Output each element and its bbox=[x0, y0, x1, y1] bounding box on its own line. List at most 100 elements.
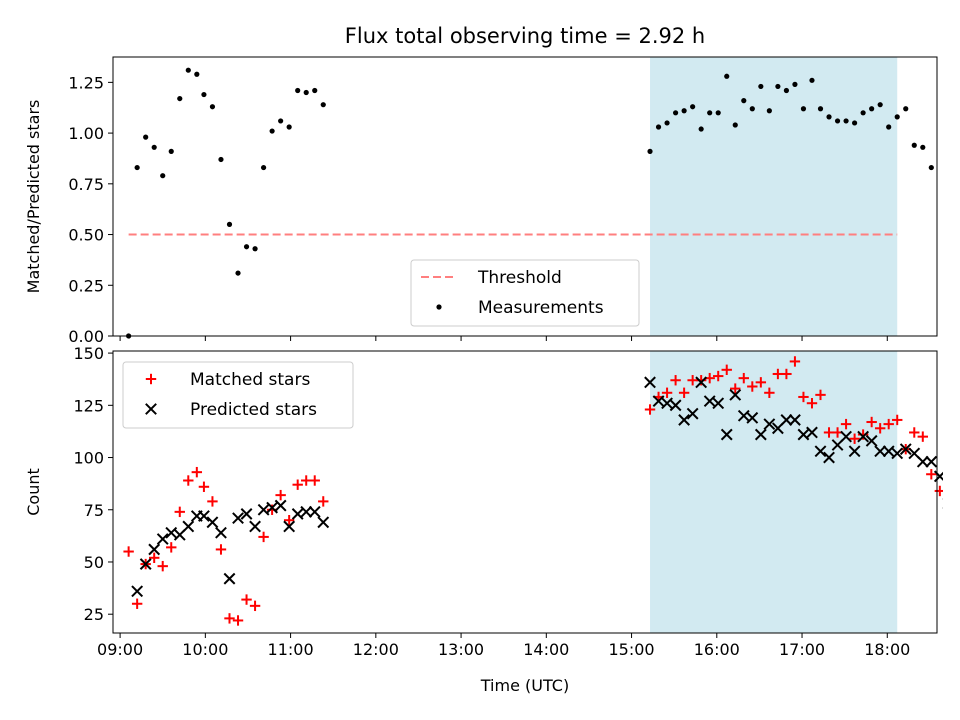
matched-star-point bbox=[747, 381, 758, 392]
measurement-point bbox=[852, 120, 858, 126]
legend-entry: Measurements bbox=[436, 298, 604, 318]
matched-star-point bbox=[292, 479, 303, 490]
measurement-point bbox=[886, 124, 892, 130]
predicted-star-point bbox=[814, 445, 827, 458]
measurement-point bbox=[732, 122, 738, 128]
axes-frame bbox=[112, 56, 938, 337]
matched-star-point bbox=[764, 387, 775, 398]
measurement-point bbox=[235, 270, 241, 276]
measurement-point bbox=[817, 106, 824, 112]
predicted-star-point bbox=[899, 443, 912, 456]
measurement-point bbox=[681, 108, 687, 114]
matched-star-point bbox=[309, 475, 320, 486]
figure-title: Flux total observing time = 2.92 h bbox=[345, 24, 705, 48]
measurement-point bbox=[834, 118, 841, 124]
matched-star-point bbox=[207, 496, 218, 507]
predicted-star-point bbox=[746, 411, 759, 424]
matched-star-point bbox=[249, 600, 261, 612]
matched-star-point bbox=[892, 414, 903, 426]
measurement-point bbox=[664, 120, 670, 126]
y-tick-label: 0.00 bbox=[68, 327, 104, 346]
predicted-star-point bbox=[215, 526, 227, 539]
measurement-point bbox=[894, 114, 900, 120]
matched-star-point bbox=[149, 552, 160, 563]
measurement-point bbox=[201, 91, 207, 98]
legend: Threshold Measurements bbox=[410, 259, 640, 327]
matched-star-point bbox=[909, 427, 920, 438]
measurement-point bbox=[860, 110, 866, 116]
measurement-point bbox=[698, 126, 704, 132]
predicted-star-point bbox=[695, 376, 708, 389]
predicted-star-point bbox=[131, 585, 144, 598]
predicted-star-point bbox=[182, 520, 195, 533]
matched-star-point bbox=[883, 418, 894, 430]
predicted-star-point bbox=[156, 533, 169, 545]
predicted-star-point bbox=[291, 508, 304, 520]
measurement-point bbox=[243, 244, 250, 250]
predicted-star-point bbox=[274, 499, 287, 512]
matched-star-point bbox=[781, 368, 792, 380]
predicted-star-point bbox=[669, 399, 682, 412]
measurement-point bbox=[185, 67, 191, 73]
matched-star-point bbox=[123, 546, 134, 557]
predicted-star-point bbox=[139, 558, 152, 570]
predicted-star-point bbox=[729, 388, 742, 401]
predicted-star-point bbox=[686, 407, 699, 420]
x-tick-label: 18:00 bbox=[864, 640, 910, 659]
measurement-point bbox=[672, 110, 679, 116]
matched-star-point bbox=[789, 356, 801, 367]
matched-star-point bbox=[191, 466, 203, 478]
y-tick-label: 0.25 bbox=[68, 276, 104, 295]
matched-star-point bbox=[874, 423, 886, 434]
matched-star-point bbox=[198, 481, 210, 492]
matched-star-point bbox=[661, 387, 673, 398]
predicted-star-point bbox=[857, 430, 870, 443]
x-tick-label: 14:00 bbox=[523, 640, 569, 659]
measurement-point bbox=[260, 164, 267, 171]
legend-label: Threshold bbox=[477, 268, 562, 288]
x-axis-label: Time (UTC) bbox=[480, 676, 569, 695]
measurement-point bbox=[741, 98, 747, 104]
y-tick-label: 0.75 bbox=[68, 175, 104, 194]
predicted-star-point bbox=[300, 505, 313, 518]
matched-star-point bbox=[866, 416, 877, 428]
legend-marker bbox=[145, 403, 157, 415]
legend-entry: Predicted stars bbox=[145, 400, 317, 420]
measurement-point bbox=[269, 128, 275, 134]
y-tick-label: 1.25 bbox=[68, 73, 104, 92]
measurement-point bbox=[168, 148, 174, 154]
predicted-star-point bbox=[232, 512, 244, 525]
predicted-star-point bbox=[891, 447, 904, 460]
matched-star-point bbox=[926, 469, 937, 480]
shaded-region bbox=[650, 57, 898, 336]
x-tick-label: 11:00 bbox=[268, 640, 314, 659]
matched-star-point bbox=[730, 383, 741, 394]
measurement-point bbox=[724, 73, 730, 79]
predicted-star-point bbox=[840, 430, 852, 443]
matched-star-point bbox=[849, 433, 860, 444]
predicted-star-point bbox=[308, 505, 321, 518]
measurement-point bbox=[286, 124, 292, 130]
matched-star-point bbox=[183, 475, 194, 486]
y-axis-label: Matched/Predicted stars bbox=[24, 100, 43, 294]
measurement-point bbox=[177, 95, 183, 102]
predicted-star-point bbox=[678, 414, 691, 426]
predicted-star-point bbox=[848, 445, 861, 458]
predicted-star-point bbox=[283, 520, 296, 533]
measurement-point bbox=[295, 87, 301, 94]
matched-star-point bbox=[157, 560, 168, 572]
measurement-point bbox=[312, 87, 318, 94]
predicted-star-point bbox=[257, 503, 270, 516]
measurement-point bbox=[800, 106, 807, 112]
predicted-star-point bbox=[925, 455, 938, 468]
predicted-star-point bbox=[797, 428, 810, 441]
predicted-star-point bbox=[874, 445, 887, 458]
predicted-star-point bbox=[806, 426, 818, 439]
predicted-star-point bbox=[206, 516, 219, 529]
matched-star-point bbox=[713, 370, 724, 382]
measurement-point bbox=[209, 104, 216, 110]
matched-star-point bbox=[318, 496, 329, 507]
plot-marks bbox=[126, 67, 934, 339]
matched-star-point bbox=[798, 391, 809, 403]
predicted-star-point bbox=[720, 428, 733, 441]
